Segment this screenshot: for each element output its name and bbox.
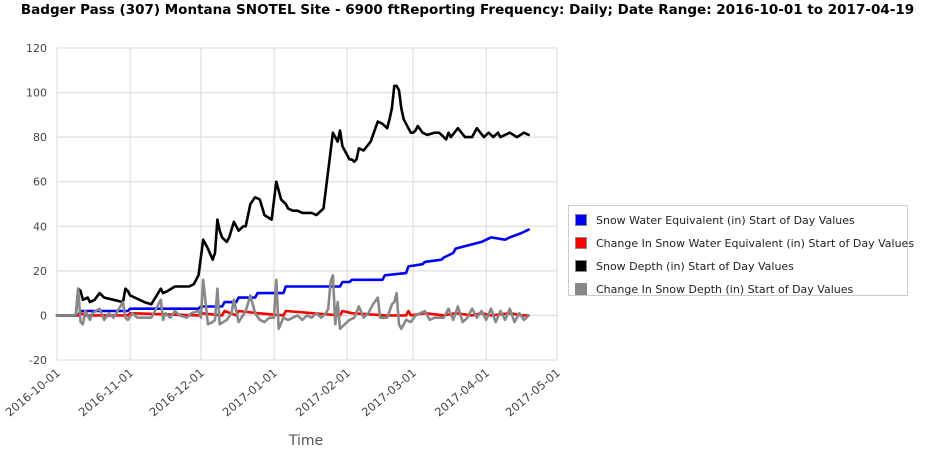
y-tick-label: -20: [29, 354, 47, 367]
legend-item[interactable]: Change In Snow Depth (in) Start of Day V…: [575, 281, 853, 297]
x-tick-label: 2017-04-01: [432, 366, 492, 420]
legend-label: Change In Snow Water Equivalent (in) Sta…: [596, 236, 915, 250]
y-tick-label: 100: [26, 87, 47, 100]
series-line-1: [55, 228, 531, 317]
y-tick-label: 0: [40, 309, 47, 322]
legend-label: Snow Water Equivalent (in) Start of Day …: [596, 213, 855, 227]
y-tick-label: 80: [33, 131, 47, 144]
legend-swatch: [575, 237, 587, 249]
legend-swatch: [575, 214, 587, 226]
x-tick-label: 2016-11-01: [76, 366, 136, 420]
legend-swatch: [575, 260, 587, 272]
x-tick-label: 2017-03-01: [359, 366, 419, 420]
chart-legend: Snow Water Equivalent (in) Start of Day …: [568, 205, 914, 297]
x-tick-label: 2017-01-01: [220, 366, 280, 420]
series-line-3: [55, 84, 531, 317]
chart-title: Badger Pass (307) Montana SNOTEL Site - …: [20, 2, 915, 18]
legend-label: Snow Depth (in) Start of Day Values: [596, 259, 794, 273]
y-tick-label: 60: [33, 176, 47, 189]
y-tick-label: 40: [33, 220, 47, 233]
legend-item[interactable]: Snow Water Equivalent (in) Start of Day …: [575, 212, 855, 228]
x-tick-label: 2016-10-01: [3, 366, 63, 420]
legend-item[interactable]: Snow Depth (in) Start of Day Values: [575, 258, 794, 274]
legend-item[interactable]: Change In Snow Water Equivalent (in) Sta…: [575, 235, 914, 251]
x-tick-label: 2016-12-01: [147, 366, 207, 420]
series-line-4: [55, 273, 531, 331]
x-tick-label: 2017-02-01: [293, 366, 353, 420]
legend-swatch: [575, 283, 587, 295]
y-tick-label: 120: [26, 42, 47, 55]
x-axis-label: Time: [288, 433, 323, 449]
legend-label: Change In Snow Depth (in) Start of Day V…: [596, 282, 854, 296]
y-tick-label: 20: [33, 265, 47, 278]
x-tick-label: 2017-05-01: [503, 366, 563, 420]
